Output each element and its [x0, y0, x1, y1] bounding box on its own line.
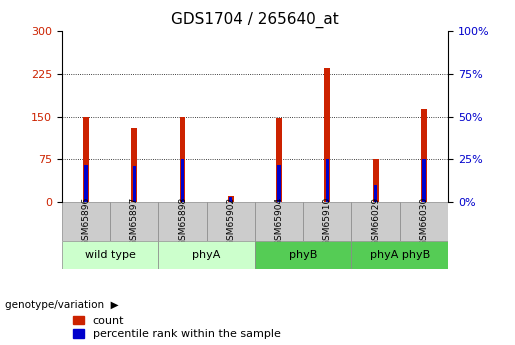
Bar	[374, 185, 377, 202]
Bar	[324, 68, 330, 202]
Text: GSM65898: GSM65898	[178, 197, 187, 246]
Bar	[207, 202, 255, 241]
Text: GSM65896: GSM65896	[81, 197, 91, 246]
Text: GSM65904: GSM65904	[274, 197, 284, 246]
Bar	[62, 202, 110, 241]
Bar	[229, 197, 232, 202]
Bar	[303, 202, 351, 241]
Bar	[422, 159, 425, 202]
Bar	[159, 202, 207, 241]
Bar	[131, 128, 137, 202]
Text: wild type: wild type	[84, 250, 135, 260]
Text: GSM65910: GSM65910	[323, 197, 332, 246]
Bar	[83, 117, 89, 202]
Bar	[132, 166, 136, 202]
Text: phyA phyB: phyA phyB	[370, 250, 430, 260]
Text: GSM66030: GSM66030	[419, 197, 428, 246]
Bar	[276, 118, 282, 202]
Text: phyA: phyA	[193, 250, 221, 260]
Bar	[325, 159, 329, 202]
Bar	[351, 241, 448, 269]
Title: GDS1704 / 265640_at: GDS1704 / 265640_at	[171, 12, 339, 28]
Bar	[228, 197, 234, 202]
Text: GSM65897: GSM65897	[130, 197, 139, 246]
Bar	[110, 202, 159, 241]
Bar	[159, 241, 255, 269]
Bar	[181, 159, 184, 202]
Bar	[421, 109, 427, 202]
Text: GSM65902: GSM65902	[226, 197, 235, 246]
Bar	[255, 241, 351, 269]
Bar	[255, 202, 303, 241]
Bar	[400, 202, 448, 241]
Bar	[373, 159, 379, 202]
Bar	[278, 165, 281, 202]
Bar	[84, 165, 88, 202]
Legend: count, percentile rank within the sample: count, percentile rank within the sample	[73, 316, 280, 339]
Bar	[62, 241, 159, 269]
Text: GSM66029: GSM66029	[371, 197, 380, 246]
Bar	[180, 117, 185, 202]
Text: phyB: phyB	[289, 250, 317, 260]
Text: genotype/variation  ▶: genotype/variation ▶	[5, 300, 119, 310]
Bar	[351, 202, 400, 241]
